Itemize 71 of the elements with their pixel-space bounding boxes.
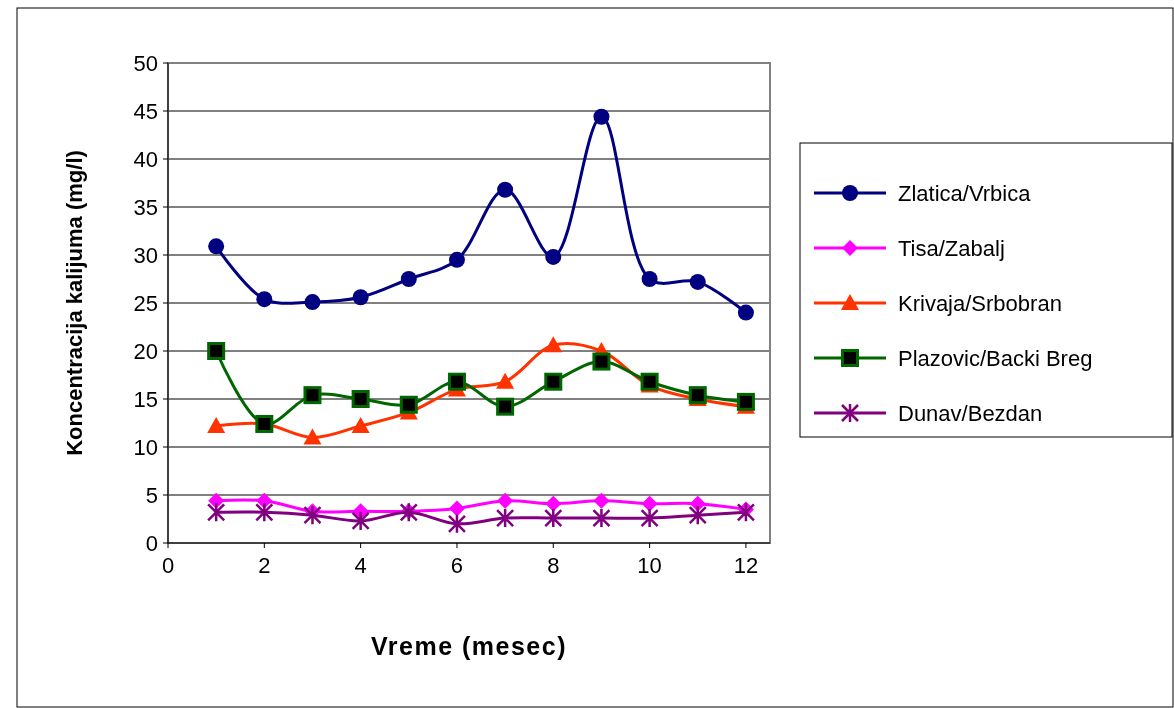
x-tick-label: 0 — [161, 553, 175, 578]
point — [351, 510, 370, 532]
point — [545, 248, 562, 265]
point — [688, 386, 707, 405]
point — [736, 392, 755, 411]
legend-label: Tisa/Zabalj — [898, 235, 1005, 261]
point — [447, 372, 466, 391]
x-tick-label: 6 — [450, 553, 464, 578]
y-tick-label: 0 — [145, 530, 158, 556]
point — [496, 397, 515, 416]
point — [448, 251, 465, 268]
x-tick-label: 2 — [258, 553, 271, 578]
legend-label: Dunav/Bezdan — [898, 400, 1043, 426]
legend-label: Krivaja/Srbobran — [898, 290, 1062, 316]
y-tick-label: 35 — [133, 194, 158, 220]
point — [592, 352, 611, 371]
point — [544, 372, 563, 391]
point — [495, 507, 515, 529]
point — [207, 416, 226, 433]
point — [304, 294, 321, 311]
y-axis-title: Koncentracija kalijuma (mg/l) — [62, 150, 87, 456]
point — [207, 342, 226, 360]
point — [641, 495, 658, 512]
point — [448, 500, 465, 517]
point — [737, 304, 754, 321]
point — [447, 513, 467, 535]
y-tick-label: 30 — [133, 242, 158, 268]
point — [497, 492, 514, 509]
x-axis-title: Vreme (mesec) — [370, 632, 568, 660]
legend-label: Plazovic/Backi Breg — [898, 345, 1093, 371]
point — [689, 495, 706, 512]
x-tick-label: 4 — [354, 553, 367, 578]
point — [736, 502, 756, 523]
y-tick-label: 20 — [133, 338, 158, 364]
y-tick-label: 10 — [133, 434, 158, 460]
point — [256, 291, 273, 308]
point — [544, 507, 563, 529]
point — [303, 428, 322, 445]
y-tick-label: 5 — [145, 482, 158, 508]
point — [689, 273, 706, 290]
y-tick-label: 45 — [133, 98, 158, 124]
point — [400, 271, 417, 287]
point — [303, 386, 322, 405]
point — [255, 502, 274, 523]
point — [544, 336, 563, 353]
point — [351, 416, 370, 433]
point — [351, 390, 370, 408]
x-tick-label: 10 — [637, 553, 662, 578]
y-tick-label: 25 — [133, 290, 158, 316]
point — [545, 495, 562, 512]
point — [593, 492, 610, 509]
point — [641, 271, 658, 287]
point — [640, 372, 659, 391]
point — [593, 108, 610, 125]
point — [399, 395, 418, 414]
point — [496, 372, 515, 389]
y-tick-label: 40 — [133, 146, 158, 172]
x-tick-label: 12 — [733, 553, 759, 578]
point — [206, 502, 226, 523]
y-tick-label: 50 — [133, 50, 158, 76]
point — [208, 492, 225, 509]
point — [640, 507, 659, 529]
point — [352, 289, 369, 306]
point — [497, 181, 514, 198]
y-tick-label: 15 — [133, 386, 158, 412]
point — [688, 504, 708, 526]
x-tick-label: 8 — [547, 553, 560, 578]
point — [208, 238, 225, 255]
legend-label: Zlatica/Vrbica — [898, 180, 1032, 206]
point — [592, 507, 611, 529]
point — [303, 504, 322, 526]
